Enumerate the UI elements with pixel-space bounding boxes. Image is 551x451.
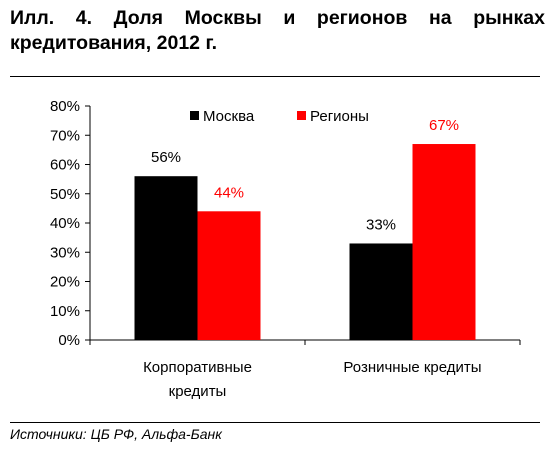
- y-tick-label: 20%: [50, 274, 80, 291]
- chart-axes: 0% 10% 20% 30% 40% 50% 60% 70% 80% Корпоративные к…: [50, 98, 521, 400]
- x-category-label: Розничные кредиты: [343, 359, 481, 376]
- y-tick-label: 10%: [50, 303, 80, 320]
- legend-label: Регионы: [310, 108, 369, 125]
- data-label: 44%: [214, 184, 244, 201]
- bar: [197, 211, 261, 340]
- y-tick-label: 70%: [50, 127, 80, 144]
- data-label: 33%: [366, 216, 396, 233]
- bar-chart: 0% 10% 20% 30% 40% 50% 60% 70% 80% Корпоративные к…: [50, 98, 521, 400]
- legend-label: Москва: [203, 108, 255, 125]
- y-tick-label: 60%: [50, 157, 80, 174]
- data-label: 56%: [151, 149, 181, 166]
- y-tick-label: 0%: [58, 332, 80, 349]
- title-divider: [10, 76, 540, 77]
- bar: [134, 176, 198, 340]
- y-tick-label: 80%: [50, 98, 80, 115]
- x-category-label: кредиты: [169, 383, 227, 400]
- y-tick-label: 40%: [50, 215, 80, 232]
- x-category-label: Корпоративные: [143, 359, 252, 376]
- chart-bars: [134, 144, 476, 340]
- bar: [412, 144, 476, 340]
- legend-swatch: [190, 111, 199, 120]
- source-divider: [10, 422, 540, 423]
- bar: [349, 243, 413, 340]
- chart-data-labels: 56% 44% 33% 67%: [151, 117, 459, 233]
- chart-legend: Москва Регионы: [190, 108, 369, 125]
- data-label: 67%: [429, 117, 459, 134]
- y-tick-label: 50%: [50, 186, 80, 203]
- chart-title: Илл. 4. Доля Москвы и регионов на рынках…: [10, 7, 545, 54]
- source-note: Источники: ЦБ РФ, Альфа-Банк: [10, 426, 222, 442]
- legend-swatch: [297, 111, 306, 120]
- y-tick-label: 30%: [50, 244, 80, 261]
